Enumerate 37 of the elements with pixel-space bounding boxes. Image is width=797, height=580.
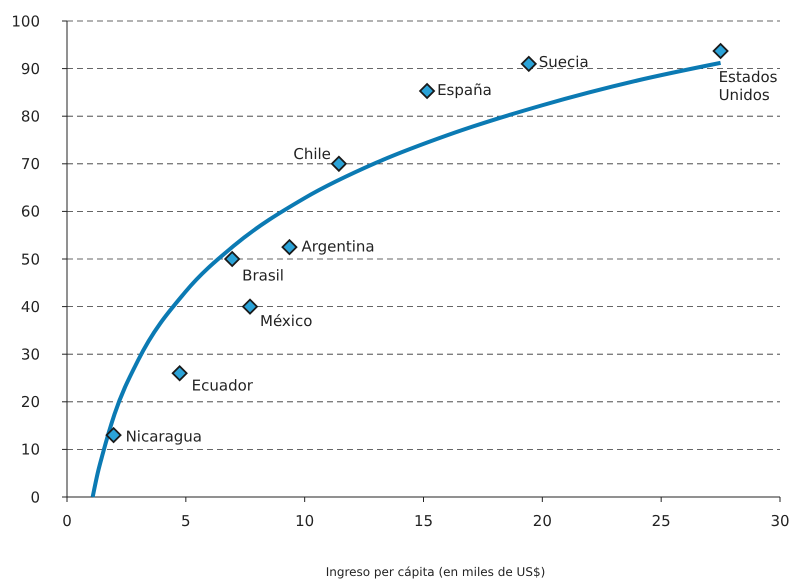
x-tick-label: 0 [62,512,72,530]
point [224,251,240,267]
point [419,83,435,99]
point [282,239,298,255]
y-tick-label: 0 [30,488,40,506]
x-tick-label: 15 [414,512,434,530]
x-tick-label: 30 [770,512,790,530]
y-tick-label: 20 [20,393,40,412]
annotation: Argentina [301,237,375,256]
y-tick-label: 100 [11,12,40,30]
annotation: Nicaragua [126,427,202,446]
x-tick-label: 20 [532,512,552,530]
annotation: Suecia [538,53,589,72]
y-tick-label: 70 [20,155,40,174]
point [242,298,258,314]
y-tick-label: 40 [20,298,40,316]
y-tick-label: 10 [20,440,40,459]
point [712,43,728,59]
point [172,365,188,382]
x-tick-label: 5 [181,512,191,530]
annotation: Chile [293,145,331,164]
x-axis-title: Ingreso per cápita (en miles de US$) [326,565,546,579]
annotation: España [437,81,492,100]
y-tick-label: 50 [20,250,40,268]
x-tick-label: 25 [652,512,671,530]
annotation: Estados Unidos [718,68,778,104]
point [106,427,122,444]
annotation: Ecuador [192,376,254,394]
point [520,56,537,72]
y-tick-label: 90 [20,60,40,78]
annotation: Brasil [242,266,284,284]
annotation: México [260,312,312,330]
y-tick-label: 60 [20,202,40,221]
y-tick-label: 30 [20,345,40,364]
y-tick-label: 80 [20,107,40,126]
point [330,156,347,172]
x-tick-label: 10 [295,512,314,530]
